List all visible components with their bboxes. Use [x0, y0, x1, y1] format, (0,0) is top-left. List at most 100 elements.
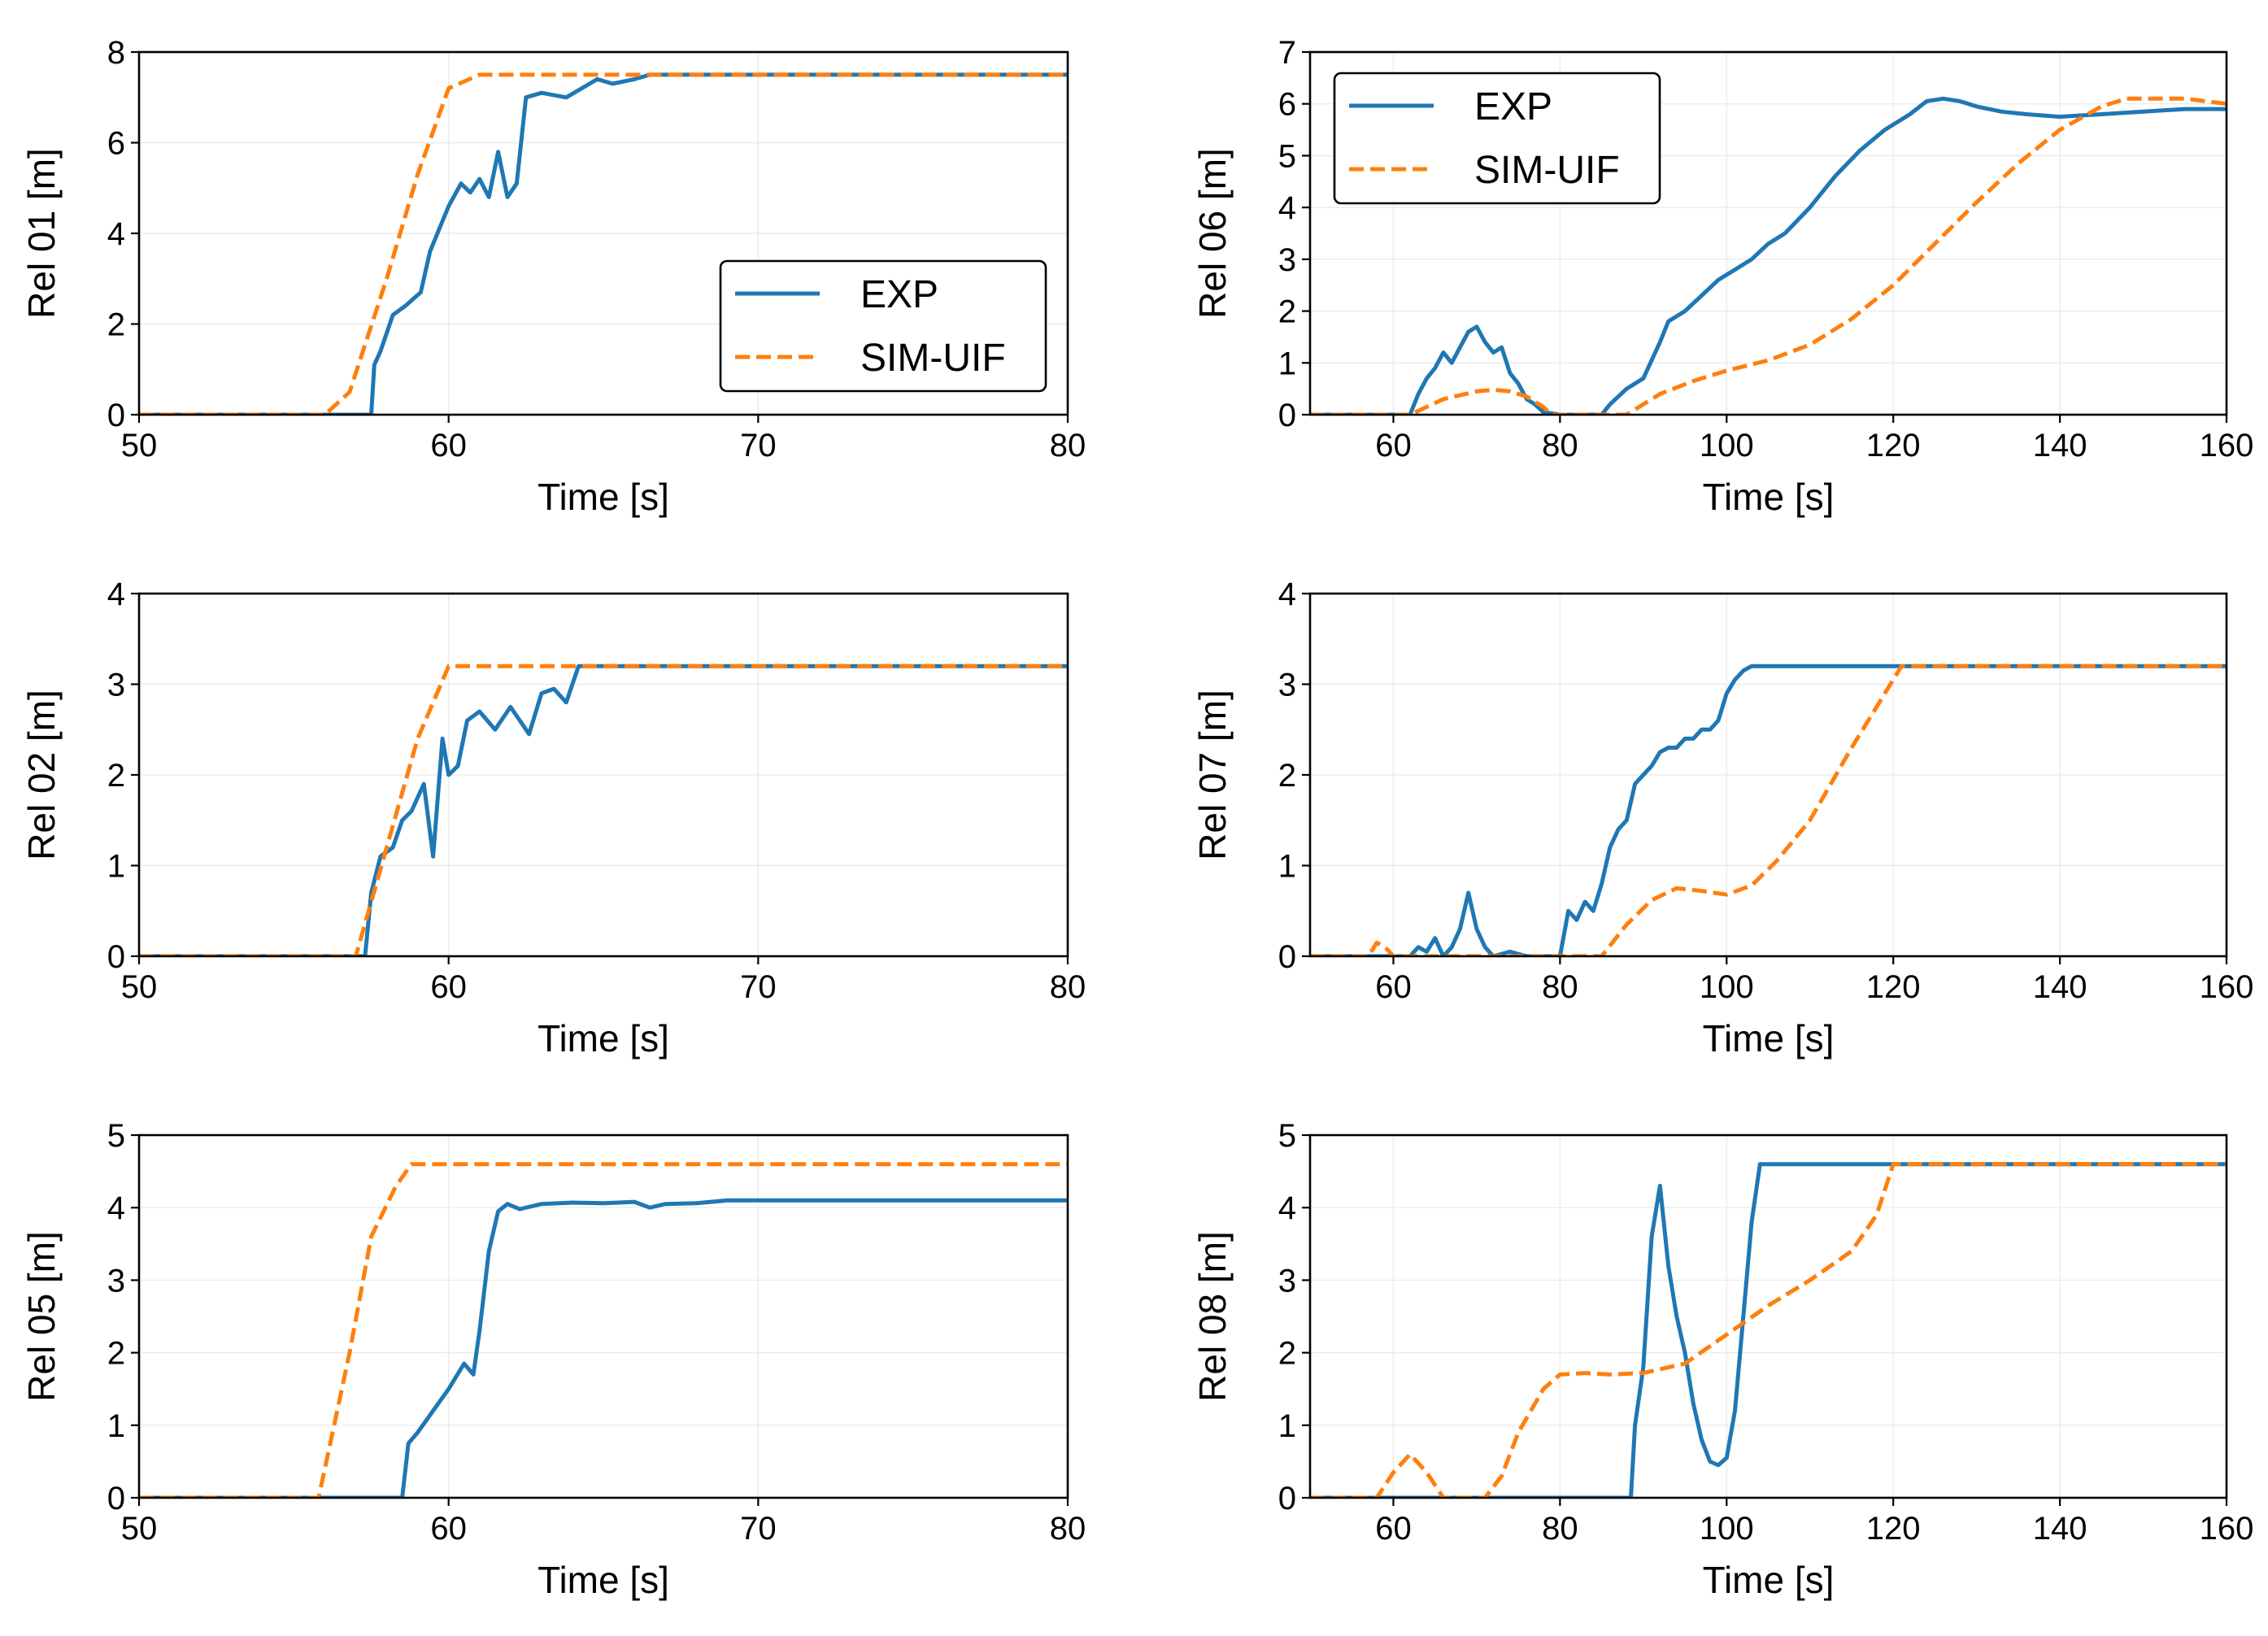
y-tick-label: 6 [107, 126, 125, 162]
chart-panel-rel05: 50 60 70 80 0 1 2 3 4 5 Time [s] Rel 05 [m] [20, 1118, 1086, 1601]
y-tick-label: 3 [1278, 1263, 1296, 1299]
x-tick-label: 60 [430, 428, 467, 463]
y-axis-label: Rel 02 [m] [20, 690, 63, 860]
y-axis-label: Rel 05 [m] [20, 1231, 63, 1402]
x-tick-label: 50 [121, 969, 158, 1005]
series-line-exp [139, 664, 1068, 956]
series-group [1310, 664, 2227, 956]
y-tick-label: 0 [107, 939, 125, 975]
y-tick-label: 2 [107, 1336, 125, 1372]
series-line-sim-uif [139, 664, 1068, 956]
legend-label-sim-uif: SIM-UIF [1474, 149, 1620, 192]
chart-panel-rel01: 50 60 70 80 0 2 4 6 8 Time [s] Rel 01 [m] EXP SIM-UI… [20, 35, 1086, 518]
series-group [139, 1162, 1068, 1498]
y-tick-label: 3 [107, 668, 125, 703]
series-line-exp [139, 1198, 1068, 1498]
y-tick-label: 4 [1278, 577, 1296, 612]
series-group [1310, 1162, 2227, 1498]
x-axis-label: Time [s] [1703, 476, 1835, 518]
x-tick-label: 70 [740, 969, 777, 1005]
y-axis-label: Rel 01 [m] [20, 148, 63, 319]
y-tick-label: 1 [1278, 346, 1296, 381]
x-tick-label: 100 [1700, 428, 1754, 463]
series-line-exp [139, 72, 1068, 415]
y-tick-label: 2 [107, 307, 125, 343]
x-tick-label: 60 [1375, 969, 1412, 1005]
series-line-exp [1310, 1162, 2227, 1498]
legend: EXP SIM-UIF [719, 259, 1047, 393]
x-axis-label: Time [s] [538, 476, 669, 518]
x-tick-label: 120 [1866, 1511, 1921, 1547]
series-line-sim-uif [139, 1162, 1068, 1498]
series-line-sim-uif [1310, 96, 2227, 415]
gridlines [138, 1134, 1069, 1499]
y-tick-label: 2 [107, 758, 125, 794]
plot-frame [1308, 50, 2228, 416]
y-tick-label: 4 [107, 1190, 125, 1226]
y-tick-label: 1 [1278, 1408, 1296, 1444]
x-tick-label: 70 [740, 1511, 777, 1547]
gridlines [138, 593, 1069, 957]
series-line-exp [1310, 96, 2227, 415]
y-tick-label: 3 [1278, 242, 1296, 278]
y-tick-label: 5 [107, 1118, 125, 1154]
y-tick-label: 8 [107, 35, 125, 71]
y-tick-label: 5 [1278, 138, 1296, 174]
series-group [1310, 96, 2227, 415]
x-tick-label: 80 [1050, 969, 1086, 1005]
x-tick-label: 80 [1050, 1511, 1086, 1547]
x-axis-label: Time [s] [538, 1017, 669, 1059]
chart-panel-rel06: 60 80 100 120 140 160 0 1 2 3 4 5 6 7 Time [s] Rel 06 [… [1191, 35, 2253, 518]
x-tick-label: 160 [2200, 1511, 2254, 1547]
x-tick-label: 70 [740, 428, 777, 463]
y-tick-label: 3 [107, 1263, 125, 1299]
y-tick-label: 0 [1278, 398, 1296, 433]
x-tick-label: 120 [1866, 428, 1921, 463]
y-tick-label: 4 [107, 216, 125, 252]
x-tick-label: 140 [2033, 428, 2087, 463]
x-tick-label: 80 [1050, 428, 1086, 463]
x-tick-label: 50 [121, 1511, 158, 1547]
y-tick-label: 3 [1278, 668, 1296, 703]
x-tick-label: 160 [2200, 969, 2254, 1005]
y-tick-label: 4 [107, 577, 125, 612]
y-tick-label: 0 [1278, 1481, 1296, 1516]
plot-frame [1308, 1133, 2228, 1499]
x-tick-label: 80 [1542, 428, 1578, 463]
series-group [139, 72, 1068, 415]
y-tick-label: 5 [1278, 1118, 1296, 1154]
y-tick-label: 0 [107, 1481, 125, 1516]
series-group [139, 664, 1068, 956]
y-tick-label: 2 [1278, 1336, 1296, 1372]
y-axis-label: Rel 08 [m] [1191, 1231, 1234, 1402]
series-line-sim-uif [1310, 664, 2227, 956]
chart-panel-rel07: 60 80 100 120 140 160 0 1 2 3 4 Time [s] Rel 07 [m] [1191, 577, 2253, 1059]
y-tick-label: 1 [1278, 849, 1296, 885]
y-axis-label: Rel 07 [m] [1191, 690, 1234, 860]
y-tick-label: 1 [107, 849, 125, 885]
x-axis-label: Time [s] [1703, 1559, 1835, 1601]
x-tick-label: 100 [1700, 1511, 1754, 1547]
x-tick-label: 50 [121, 428, 158, 463]
x-tick-label: 60 [430, 1511, 467, 1547]
y-tick-label: 0 [107, 398, 125, 433]
chart-panel-rel08: 60 80 100 120 140 160 0 1 2 3 4 5 Time [s] Rel 08 [m] [1191, 1118, 2253, 1601]
legend: EXP SIM-UIF [1333, 72, 1661, 205]
x-tick-label: 100 [1700, 969, 1754, 1005]
y-tick-label: 4 [1278, 1190, 1296, 1226]
x-tick-label: 80 [1542, 1511, 1578, 1547]
x-axis-label: Time [s] [538, 1559, 669, 1601]
y-tick-label: 2 [1278, 294, 1296, 330]
x-tick-label: 140 [2033, 969, 2087, 1005]
x-tick-label: 60 [1375, 1511, 1412, 1547]
y-tick-label: 2 [1278, 758, 1296, 794]
x-tick-label: 60 [1375, 428, 1412, 463]
gridlines [1310, 1134, 2227, 1499]
x-axis-label: Time [s] [1703, 1017, 1835, 1059]
x-tick-label: 140 [2033, 1511, 2087, 1547]
series-line-sim-uif [1310, 1162, 2227, 1498]
y-tick-label: 1 [107, 1408, 125, 1444]
y-axis-label: Rel 06 [m] [1191, 148, 1234, 319]
legend-label-exp: EXP [1474, 85, 1552, 128]
